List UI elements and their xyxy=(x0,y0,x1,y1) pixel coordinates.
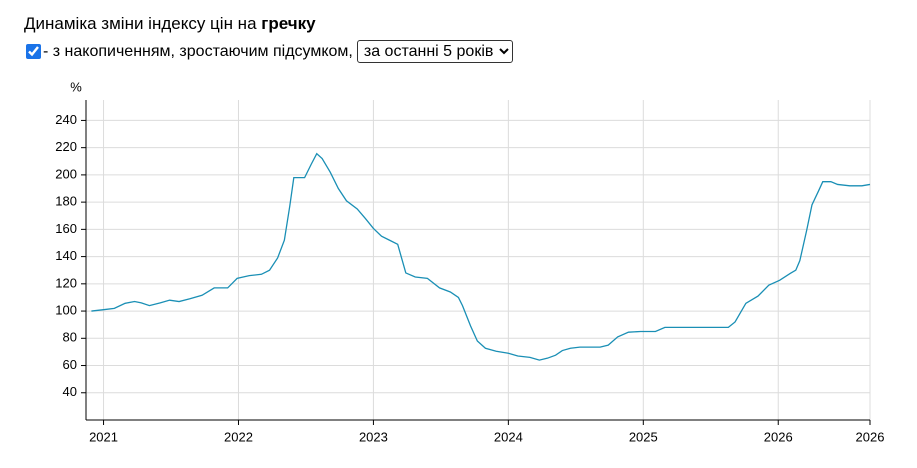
title: Динаміка зміни індексу цін на xyxy=(24,14,257,33)
y-tick-label: 100 xyxy=(55,303,77,318)
y-tick-label: 40 xyxy=(63,384,77,399)
y-tick-label: 60 xyxy=(63,357,77,372)
x-tick-label: 2025 xyxy=(629,429,658,444)
y-tick-label: 140 xyxy=(55,248,77,263)
x-tick-label: 2023 xyxy=(359,429,388,444)
y-tick-label: 160 xyxy=(55,221,77,236)
price-index-line xyxy=(91,152,871,361)
cumulative-checkbox[interactable] xyxy=(26,44,41,59)
y-axis-label: % xyxy=(70,80,82,94)
controls: - з накопиченням, зростаючим підсумком, … xyxy=(24,40,513,63)
x-tick-label: 2024 xyxy=(494,429,523,444)
y-tick-label: 80 xyxy=(63,330,77,345)
period-select[interactable]: за останні 5 років xyxy=(356,40,513,63)
x-tick-label: 2026 xyxy=(764,429,793,444)
y-tick-label: 240 xyxy=(55,112,77,127)
y-tick-label: 220 xyxy=(55,139,77,154)
y-tick-label: 200 xyxy=(55,166,77,181)
checkbox-label: - з накопиченням, зростаючим підсумком, xyxy=(43,42,353,60)
chart: 40 60 80 100 120 140 160 180 200 220 240 2021 2022 20… xyxy=(55,80,885,444)
x-tick-label: 2021 xyxy=(89,429,118,444)
y-tick-label: 120 xyxy=(55,275,77,290)
x-tick-label: 2026 xyxy=(856,429,885,444)
x-tick-label: 2022 xyxy=(224,429,253,444)
header: Динаміка зміни індексу цін на гречку xyxy=(24,14,316,34)
y-tick-label: 180 xyxy=(55,194,77,209)
title-product: гречку xyxy=(261,14,316,33)
